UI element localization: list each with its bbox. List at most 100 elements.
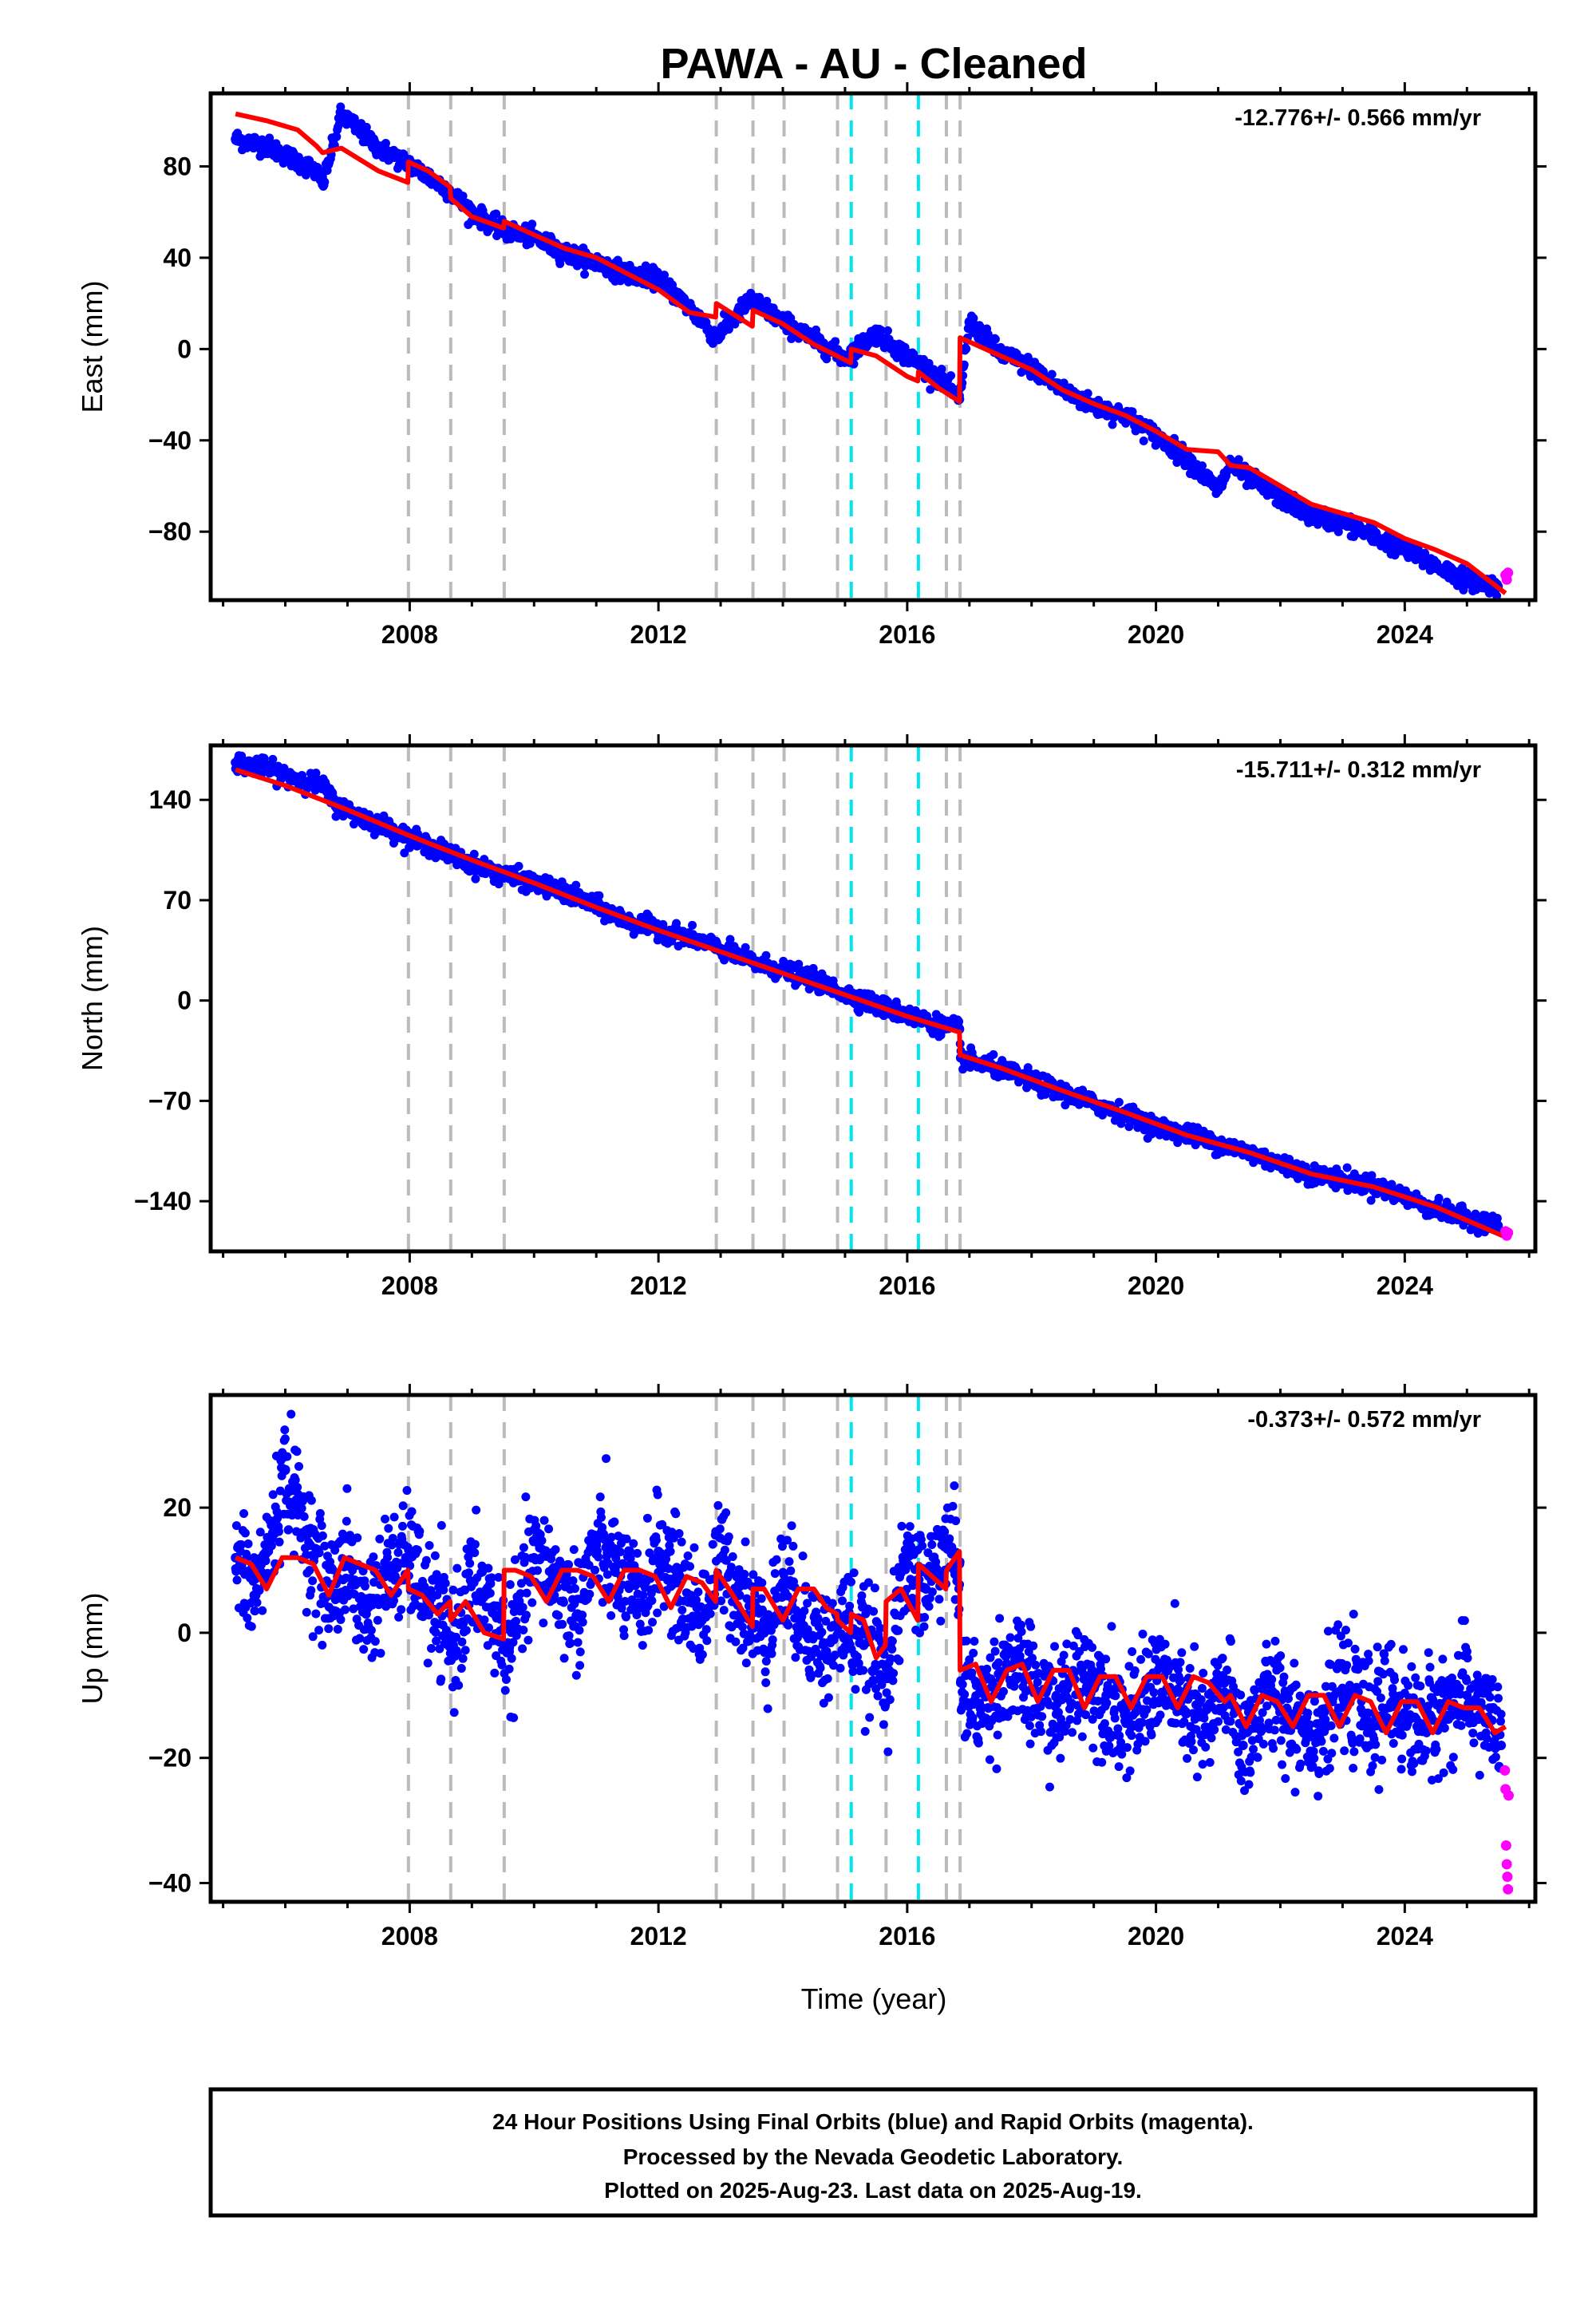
north-y-tick-label: 140 [149,785,192,814]
up-daily-point [437,1674,446,1684]
up-daily-point [632,1610,642,1619]
up-daily-point [573,1638,583,1647]
up-daily-point [484,1623,493,1633]
up-daily-point [585,1590,595,1599]
up-daily-point [449,1708,459,1717]
up-daily-point [539,1516,549,1525]
east-daily-point [926,385,935,394]
up-daily-point [615,1547,625,1557]
up-daily-point [635,1619,645,1629]
up-daily-point [308,1576,318,1586]
up-daily-point [617,1603,626,1613]
up-daily-point [510,1555,519,1564]
up-daily-point [314,1548,324,1558]
north-model-line [235,767,1507,1239]
up-daily-point [267,1541,276,1551]
up-daily-point [537,1535,547,1545]
north-y-axis-title: North (mm) [76,926,109,1071]
up-daily-point [470,1548,480,1558]
east-daily-point [937,365,946,374]
up-daily-point [518,1603,527,1612]
east-daily-point [762,296,772,306]
east-y-axis-title: East (mm) [76,281,109,413]
up-daily-point [252,1598,262,1607]
up-daily-point [437,1520,446,1530]
up-daily-point [578,1618,587,1627]
up-daily-point [558,1619,567,1629]
up-daily-point [452,1563,462,1573]
north-y-tick-label: 70 [163,886,192,915]
up-daily-point [522,1588,531,1598]
up-daily-point [509,1713,519,1722]
up-daily-point [305,1566,314,1575]
up-daily-point [634,1572,644,1582]
up-daily-point [568,1576,578,1586]
up-daily-point [373,1615,382,1625]
up-daily-point [302,1607,311,1617]
up-daily-point [490,1668,500,1678]
north-daily-point [989,1049,998,1059]
up-daily-point [306,1586,316,1595]
up-daily-point [518,1644,527,1654]
up-daily-point [384,1524,393,1533]
up-daily-point [512,1616,521,1626]
north-daily-point [469,849,479,859]
up-daily-point [292,1447,302,1456]
east-daily-point [946,371,956,381]
up-daily-point [393,1547,403,1557]
north-daily-point [761,951,771,960]
up-daily-point [358,1566,368,1575]
up-daily-point [564,1631,574,1641]
north-daily-point [794,959,804,969]
up-daily-point [432,1636,441,1646]
up-daily-point [255,1586,264,1595]
up-daily-point [232,1575,242,1585]
up-daily-point [465,1559,475,1568]
east-model-line [235,111,1507,595]
east-daily-point [1333,527,1343,536]
up-daily-point [440,1579,450,1588]
up-daily-point [575,1647,585,1657]
up-daily-point [501,1674,511,1684]
up-daily-point [426,1644,436,1654]
north-daily-point [595,891,604,900]
up-daily-point [425,1540,434,1550]
north-frame [208,743,1538,1254]
east-y-tick-label: 40 [163,243,192,272]
up-daily-point [504,1664,514,1674]
up-daily-point [314,1626,324,1635]
east-daily-point [381,139,390,148]
up-daily-point [457,1637,467,1646]
up-daily-point [638,1591,648,1600]
north-daily-point [1342,1163,1352,1172]
up-daily-point [598,1523,607,1532]
up-daily-point [570,1583,579,1593]
up-daily-point [464,1568,473,1578]
up-daily-point [439,1585,448,1595]
east-daily-point [962,344,971,354]
up-daily-point [236,1539,246,1549]
up-daily-point [397,1605,406,1614]
east-x-tick-label: 2008 [381,620,438,649]
up-daily-point [460,1646,470,1655]
up-plot-area [231,1395,1514,1902]
up-daily-point [629,1539,638,1548]
north-daily-point [936,1030,946,1040]
up-daily-point [240,1528,250,1538]
up-daily-point [258,1606,267,1615]
up-daily-point [606,1532,616,1542]
north-daily-point [494,879,504,889]
up-daily-point [485,1588,495,1598]
north-daily-point [1114,1097,1124,1107]
east-daily-point [1139,437,1148,446]
up-daily-point [626,1554,635,1563]
east-daily-point [1128,407,1137,417]
up-daily-point [247,1622,256,1631]
up-daily-point [619,1631,629,1641]
up-daily-point [602,1570,612,1579]
up-daily-point [317,1521,326,1531]
up-daily-point [644,1626,654,1635]
up-daily-point [423,1658,433,1668]
up-daily-point [591,1565,600,1575]
up-daily-point [387,1540,397,1550]
